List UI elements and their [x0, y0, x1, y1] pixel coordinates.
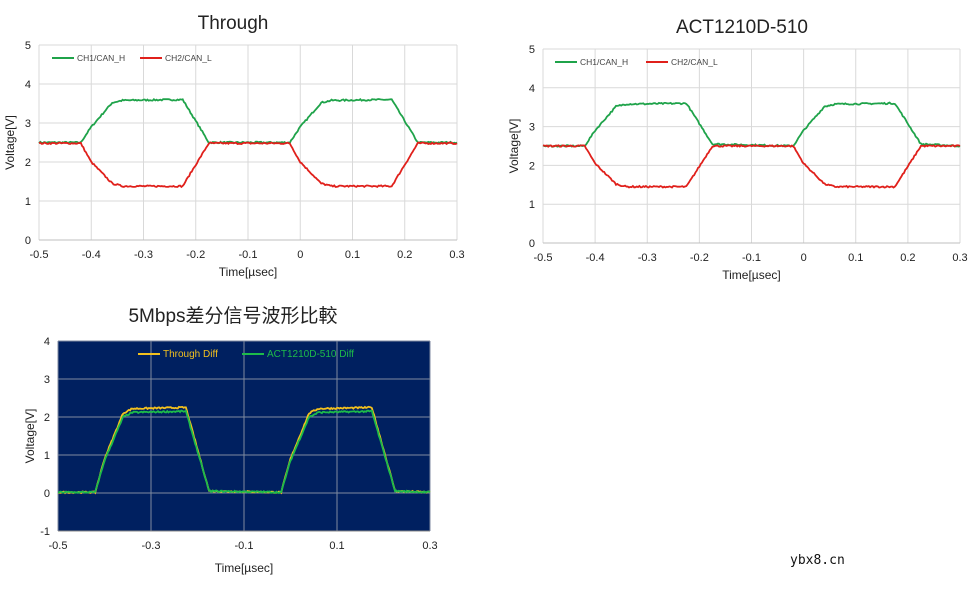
watermark: ybx8.cn	[790, 553, 845, 568]
y-tick-label: 3	[25, 118, 31, 130]
y-tick-label: 2	[44, 412, 50, 424]
x-tick-label: -0.1	[239, 249, 258, 261]
legend-label: CH2/CAN_L	[671, 57, 718, 67]
legend-label: CH1/CAN_H	[77, 53, 125, 63]
y-tick-label: 5	[25, 40, 31, 52]
y-tick-label: 0	[25, 235, 31, 247]
y-tick-label: -1	[40, 526, 50, 538]
chart-title-act1210d: ACT1210D-510	[675, 17, 809, 38]
x-tick-label: 0.3	[952, 252, 967, 264]
y-tick-label: 4	[529, 83, 535, 95]
x-axis-label: Time[µsec]	[219, 265, 277, 279]
series-line-ch2-can-l	[38, 141, 458, 189]
y-tick-label: 2	[25, 157, 31, 169]
legend-label: CH1/CAN_H	[580, 57, 628, 67]
y-axis-label: Voltage[V]	[507, 119, 521, 174]
x-tick-label: 0	[297, 249, 303, 261]
series-line-ch1-can-h	[542, 101, 961, 148]
x-tick-label: -0.5	[30, 249, 49, 261]
x-tick-label: -0.4	[82, 249, 101, 261]
legend-label: Through Diff	[163, 349, 218, 360]
y-tick-label: 0	[529, 238, 535, 250]
x-tick-label: -0.3	[134, 249, 153, 261]
x-axis-label: Time[µsec]	[722, 268, 780, 282]
y-tick-label: 1	[25, 196, 31, 208]
series-line-ch2-can-l	[542, 144, 961, 189]
x-tick-label: 0.1	[345, 249, 360, 261]
x-tick-label: -0.2	[690, 252, 709, 264]
x-tick-label: 0.3	[422, 540, 437, 552]
chart-2: -1 0 1 2 3 4 -0.5 -0.3 -0.1 0.1 0.3 Time[µsec] Volta…	[23, 336, 438, 575]
y-tick-label: 3	[44, 374, 50, 386]
chart-0: 0 1 2 3 4 5 -0.5 -0.4 -0.3 -0.2 -0.1 0 0.1 0.2 0.3 Time…	[3, 40, 465, 279]
x-axis-label: Time[µsec]	[215, 561, 273, 575]
series-line-act1210d-510-diff	[58, 409, 431, 495]
legend-label: CH2/CAN_L	[165, 53, 212, 63]
y-tick-label: 0	[44, 488, 50, 500]
x-tick-label: -0.3	[638, 252, 657, 264]
x-tick-label: -0.5	[49, 540, 68, 552]
x-tick-label: -0.4	[586, 252, 605, 264]
y-tick-label: 1	[529, 199, 535, 211]
chart-title-through: Through	[197, 13, 269, 34]
x-tick-label: 0.3	[449, 249, 464, 261]
x-tick-label: 0.2	[397, 249, 412, 261]
x-tick-label: 0	[801, 252, 807, 264]
y-axis-label: Voltage[V]	[3, 115, 17, 170]
chart-1: 0 1 2 3 4 5 -0.5 -0.4 -0.3 -0.2 -0.1 0 0.1 0.2 0.3 Time…	[507, 44, 968, 282]
x-tick-label: -0.2	[186, 249, 205, 261]
y-tick-label: 3	[529, 122, 535, 134]
x-tick-label: -0.3	[142, 540, 161, 552]
x-tick-label: -0.1	[742, 252, 761, 264]
y-tick-label: 1	[44, 450, 50, 462]
x-tick-label: -0.1	[235, 540, 254, 552]
y-tick-label: 5	[529, 44, 535, 56]
x-tick-label: 0.1	[848, 252, 863, 264]
x-tick-label: 0.2	[900, 252, 915, 264]
chart-title-diff-comparison: 5Mbps差分信号波形比較	[128, 306, 338, 327]
y-tick-label: 4	[44, 336, 50, 348]
legend-label: ACT1210D-510 Diff	[267, 349, 354, 360]
y-axis-label: Voltage[V]	[23, 409, 37, 464]
y-tick-label: 4	[25, 79, 31, 91]
x-tick-label: -0.5	[534, 252, 553, 264]
y-tick-label: 2	[529, 160, 535, 172]
x-tick-label: 0.1	[329, 540, 344, 552]
